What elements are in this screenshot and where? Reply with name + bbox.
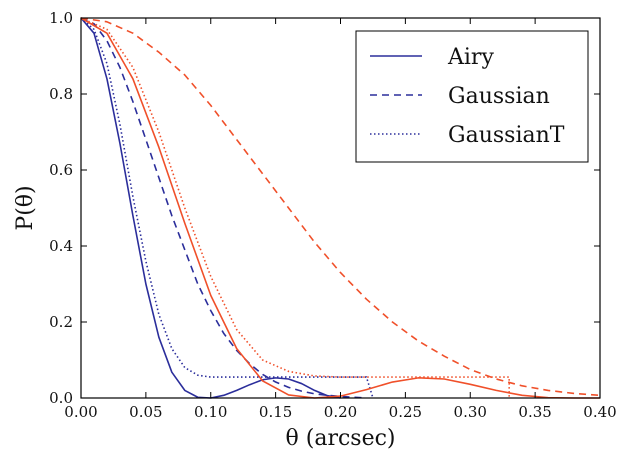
x-tick-label: 0.00 [64, 403, 97, 421]
series-line-2 [80, 17, 374, 399]
y-tick-label: 0.8 [49, 85, 73, 103]
ticks-layer: 0.00 0.05 0.10 0.15 0.20 0.25 0.30 0.35 0.40 0.0 0… [49, 9, 617, 421]
x-tick-label: 0.25 [389, 403, 422, 421]
legend-label-gaussian: Gaussian [448, 84, 550, 109]
x-tick-label: 0.20 [324, 403, 357, 421]
legend-label-airy: Airy [447, 45, 494, 70]
y-axis-label: P(θ) [13, 185, 38, 230]
series-line-1 [80, 17, 367, 399]
y-tick-label: 1.0 [49, 9, 73, 27]
legend-label-gaussiant: GaussianT [448, 123, 565, 148]
y-tick-label: 0.4 [49, 237, 73, 255]
x-tick-label: 0.30 [454, 403, 487, 421]
legend: Airy Gaussian GaussianT [355, 30, 589, 163]
plot-frame [80, 17, 601, 399]
legend-box [355, 30, 589, 163]
x-tick-label: 0.15 [259, 403, 292, 421]
series-line-4 [80, 17, 601, 397]
x-tick-label: 0.35 [518, 403, 551, 421]
x-tick-label: 0.10 [194, 403, 227, 421]
y-tick-label: 0.0 [49, 389, 73, 407]
y-tick-label: 0.6 [49, 161, 73, 179]
x-tick-label: 0.40 [583, 403, 616, 421]
y-tick-label: 0.2 [49, 313, 73, 331]
series-layer [80, 17, 601, 399]
x-axis-label: θ (arcsec) [286, 426, 396, 451]
series-line-0 [80, 17, 341, 399]
x-tick-label: 0.05 [129, 403, 162, 421]
